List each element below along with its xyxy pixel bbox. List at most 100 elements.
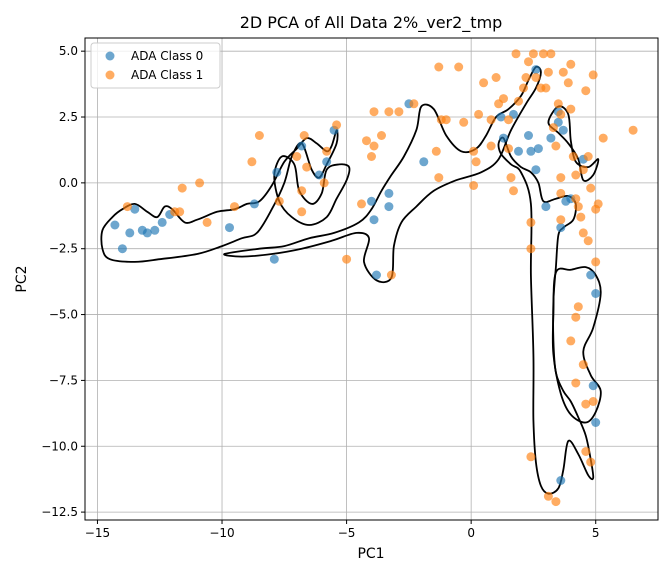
- data-point-class-1: [202, 217, 212, 227]
- data-point-class-1: [332, 120, 342, 130]
- data-point-class-1: [519, 83, 528, 93]
- data-point-class-1: [504, 144, 513, 154]
- data-point-class-1: [578, 165, 588, 175]
- data-point-class-1: [247, 157, 257, 167]
- data-point-class-0: [533, 144, 543, 154]
- data-point-class-1: [195, 178, 205, 188]
- y-tick-label: −5.0: [49, 308, 78, 322]
- data-point-class-1: [254, 131, 264, 140]
- data-point-class-1: [551, 141, 561, 151]
- data-point-class-0: [384, 188, 394, 198]
- data-point-class-1: [441, 115, 451, 125]
- legend: ADA Class 0 ADA Class 1: [90, 42, 221, 89]
- data-point-class-1: [292, 152, 302, 161]
- data-point-class-1: [593, 199, 603, 209]
- data-point-class-1: [546, 49, 556, 59]
- data-point-class-1: [322, 146, 332, 156]
- data-point-class-1: [342, 254, 352, 264]
- data-point-class-0: [541, 202, 551, 212]
- data-point-class-0: [157, 217, 167, 227]
- data-point-class-1: [591, 257, 601, 267]
- data-point-class-0: [558, 125, 568, 135]
- data-point-class-1: [628, 125, 638, 135]
- data-point-class-0: [591, 418, 601, 427]
- data-point-class-0: [269, 254, 279, 264]
- data-point-class-0: [546, 133, 556, 143]
- data-point-class-1: [578, 360, 588, 370]
- data-point-class-1: [531, 73, 541, 82]
- data-point-class-0: [586, 270, 596, 280]
- data-point-class-1: [566, 336, 576, 346]
- data-point-class-1: [598, 133, 608, 143]
- data-point-class-1: [541, 83, 551, 93]
- data-point-class-1: [553, 99, 563, 109]
- data-point-class-0: [514, 146, 523, 156]
- y-tick-label: −7.5: [49, 373, 78, 387]
- data-point-class-1: [563, 78, 573, 88]
- data-point-class-1: [548, 123, 558, 133]
- data-point-class-1: [556, 215, 566, 225]
- data-point-class-1: [583, 152, 593, 161]
- data-point-class-1: [386, 270, 396, 280]
- data-point-class-1: [394, 107, 404, 117]
- y-tick-label: −2.5: [49, 242, 78, 256]
- data-point-class-1: [175, 207, 185, 217]
- data-point-class-1: [384, 107, 394, 117]
- chart-title: 2D PCA of All Data 2%_ver2_tmp: [240, 13, 503, 33]
- data-point-class-1: [491, 73, 501, 82]
- data-point-class-1: [274, 196, 284, 206]
- x-axis-label: PC1: [357, 546, 384, 562]
- data-point-class-0: [556, 223, 566, 233]
- data-point-class-1: [571, 378, 581, 388]
- data-point-class-1: [543, 67, 553, 77]
- data-point-class-0: [526, 146, 536, 156]
- series-class-1: [122, 49, 638, 507]
- data-point-class-0: [531, 65, 541, 75]
- y-tick-label: 2.5: [59, 110, 78, 124]
- y-tick-label: −12.5: [41, 505, 78, 519]
- data-point-class-1: [367, 152, 376, 161]
- data-point-class-1: [588, 70, 598, 80]
- data-point-class-0: [125, 228, 135, 238]
- data-point-class-1: [297, 207, 307, 217]
- data-point-class-1: [538, 49, 548, 59]
- data-point-class-1: [581, 447, 591, 456]
- data-point-class-1: [469, 181, 479, 190]
- data-point-class-1: [566, 104, 576, 114]
- data-point-class-0: [110, 220, 120, 230]
- grid-lines: [85, 38, 658, 520]
- x-tick-label: −10: [209, 526, 234, 540]
- x-tick-label: 0: [467, 526, 475, 540]
- data-point-class-0: [130, 204, 140, 214]
- data-point-class-1: [299, 131, 309, 140]
- data-point-class-1: [526, 452, 536, 462]
- decision-boundary-contour: [547, 105, 600, 182]
- data-point-class-1: [573, 302, 583, 312]
- data-point-class-0: [556, 476, 566, 485]
- data-point-class-0: [531, 165, 541, 175]
- data-point-class-0: [142, 228, 152, 238]
- data-point-class-1: [514, 96, 523, 106]
- data-point-class-1: [369, 107, 379, 117]
- data-point-class-1: [566, 59, 576, 69]
- data-point-class-1: [521, 73, 531, 82]
- data-point-class-1: [409, 99, 419, 109]
- legend-marker-class-1: [105, 70, 115, 80]
- data-point-class-1: [454, 62, 464, 72]
- data-point-class-1: [319, 178, 329, 188]
- data-point-class-1: [469, 146, 479, 156]
- data-point-class-1: [571, 170, 581, 180]
- data-point-class-1: [571, 194, 581, 204]
- data-point-class-1: [526, 244, 536, 254]
- data-point-class-1: [524, 57, 533, 67]
- data-point-class-0: [499, 133, 508, 143]
- data-point-class-0: [496, 112, 506, 122]
- data-point-class-1: [576, 212, 586, 222]
- x-tick-label: −5: [338, 526, 356, 540]
- data-point-class-1: [357, 199, 366, 209]
- data-point-class-1: [302, 162, 312, 172]
- data-point-class-1: [506, 173, 516, 183]
- legend-box: [90, 42, 221, 89]
- data-point-class-1: [297, 186, 307, 196]
